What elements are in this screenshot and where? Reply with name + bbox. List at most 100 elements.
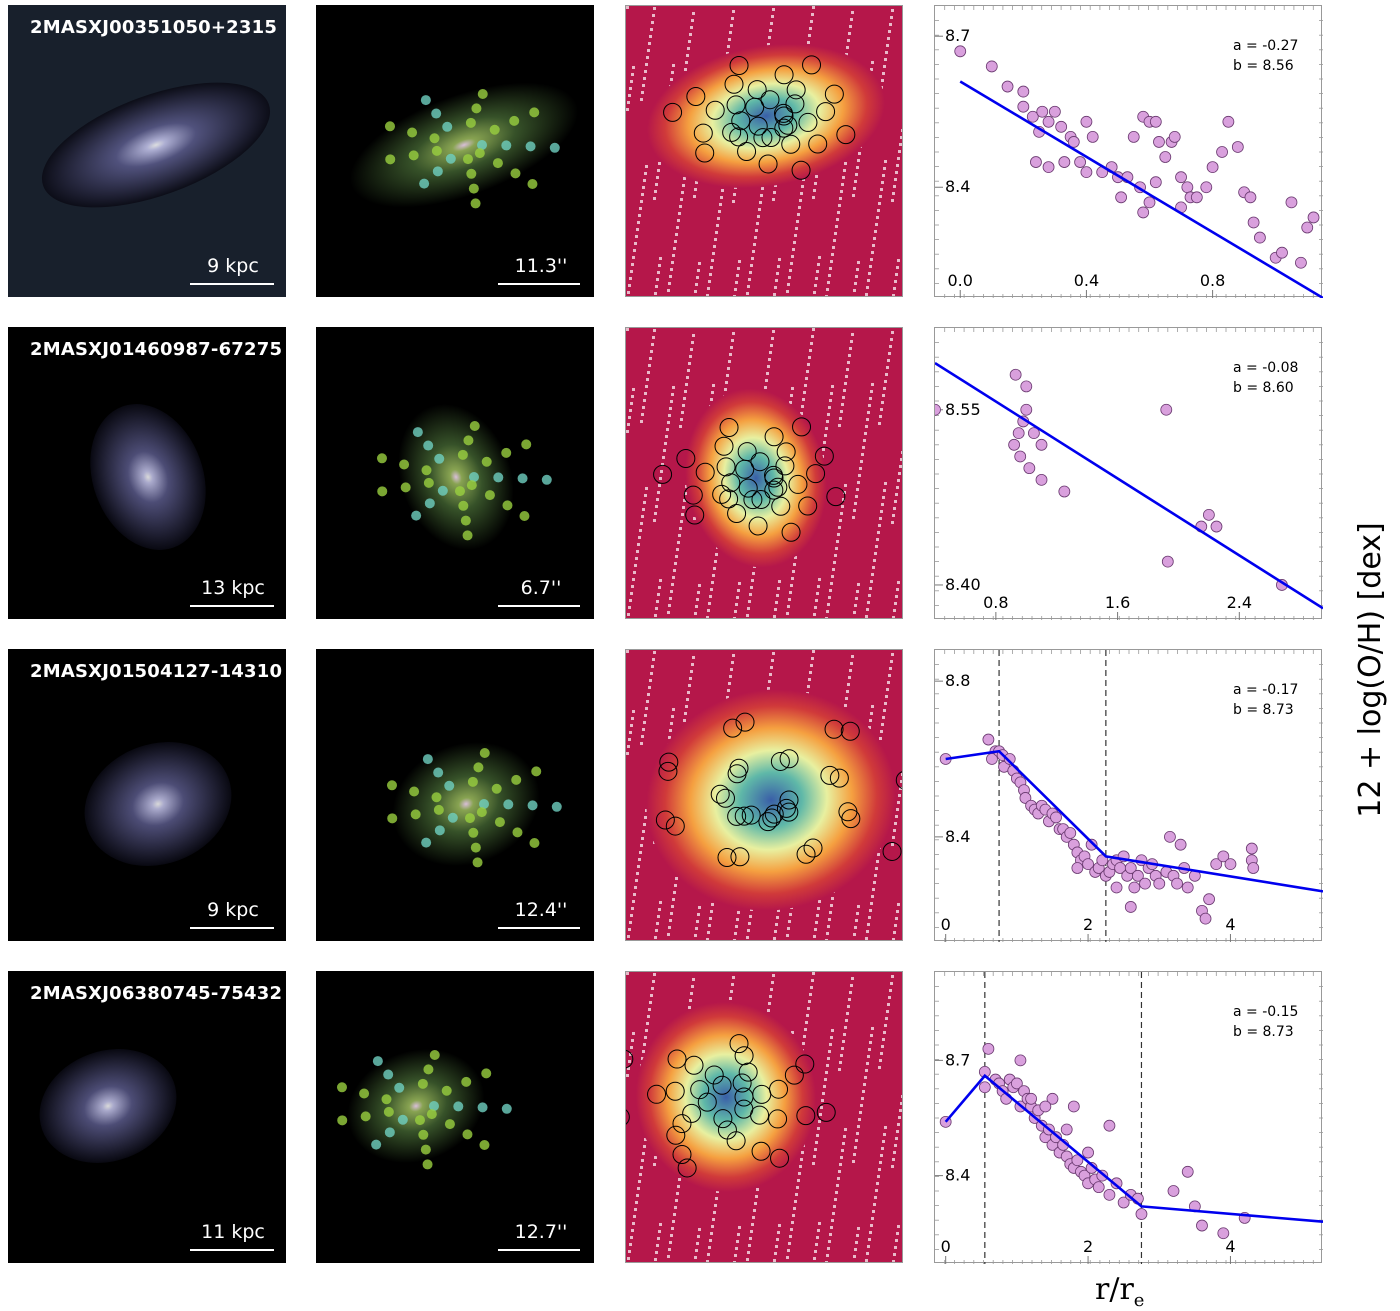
galaxy-color-image: 2MASXJ00351050+2315 9 kpc	[8, 5, 286, 297]
fit-param-b: b = 8.73	[1233, 1024, 1294, 1040]
metallicity-map	[625, 971, 903, 1263]
data-point	[1002, 81, 1013, 92]
data-point	[1140, 878, 1151, 889]
data-point	[1037, 106, 1048, 117]
fit-param-a: a = -0.08	[1233, 360, 1298, 376]
data-point	[1138, 207, 1149, 218]
data-point	[1056, 121, 1067, 132]
angular-scale-label: 11.3''	[486, 255, 594, 277]
data-point	[1302, 222, 1313, 233]
x-tick-label: 0.8	[983, 593, 1008, 612]
physical-scale-label: 9 kpc	[178, 255, 286, 277]
physical-scale-bar	[190, 283, 274, 285]
galaxy-image-svg	[316, 971, 594, 1263]
gradient-plot-svg: 8.48.80 2 4a = -0.17b = 8.73	[935, 650, 1323, 942]
data-point	[1161, 404, 1172, 415]
data-point	[1207, 162, 1218, 173]
data-point	[1010, 369, 1021, 380]
data-point	[1013, 428, 1024, 439]
x-tick-label: 0.4	[1074, 271, 1099, 290]
galaxy-image-svg	[8, 971, 286, 1263]
data-point	[1065, 827, 1076, 838]
data-point	[986, 61, 997, 72]
physical-scale-bar	[190, 1249, 274, 1251]
data-point	[1072, 863, 1083, 874]
data-point	[1248, 863, 1259, 874]
data-point	[1191, 192, 1202, 203]
data-point	[1196, 1220, 1207, 1231]
y-tick-label: 8.8	[945, 671, 970, 690]
galaxy-name: 2MASXJ01504127-14310	[30, 661, 282, 682]
data-point	[935, 404, 941, 415]
angular-scale-bar	[498, 927, 580, 929]
fit-param-b: b = 8.73	[1233, 702, 1294, 718]
y-tick-label: 8.40	[945, 575, 981, 594]
x-tick-label: 4	[1225, 915, 1235, 934]
data-point	[1175, 839, 1186, 850]
metallicity-map-svg	[626, 650, 903, 941]
metallicity-gradient-plot: 8.4 8.7 0 2 4 a = -0.15 b = 8.73	[934, 971, 1322, 1263]
metallicity-gradient-plot: 8.4 8.8 0 2 4 a = -0.17 b = 8.73	[934, 649, 1322, 941]
angular-scale-bar	[498, 605, 580, 607]
galaxy-name: 2MASXJ01460987-67275	[30, 339, 282, 360]
data-point	[1150, 177, 1161, 188]
data-point	[1129, 882, 1140, 893]
data-point	[1204, 894, 1215, 905]
galaxy-color-image: 2MASXJ06380745-75432 11 kpc	[8, 971, 286, 1263]
data-point	[1246, 843, 1257, 854]
data-point	[1176, 172, 1187, 183]
angular-scale-label: 12.7''	[486, 1221, 594, 1243]
data-point	[1036, 474, 1047, 485]
data-point	[1154, 878, 1165, 889]
galaxy-image-svg	[8, 327, 286, 619]
data-point	[1081, 116, 1092, 127]
metallicity-map	[625, 649, 903, 941]
data-point	[1040, 1101, 1051, 1112]
metallicity-map	[625, 5, 903, 297]
data-point	[1150, 116, 1161, 127]
data-point	[1128, 131, 1139, 142]
data-point	[1021, 381, 1032, 392]
metallicity-map-svg	[626, 328, 903, 619]
data-point	[1104, 1189, 1115, 1200]
y-tick-label: 8.4	[945, 177, 970, 196]
data-point	[1021, 404, 1032, 415]
data-point	[1276, 247, 1287, 258]
data-point	[1043, 162, 1054, 173]
galaxy-image-svg	[8, 649, 286, 941]
fit-param-a: a = -0.27	[1233, 38, 1298, 54]
data-point	[1232, 141, 1243, 152]
x-axis-label: r/re	[1095, 1272, 1144, 1311]
data-point	[1225, 859, 1236, 870]
data-point	[1116, 192, 1127, 203]
emission-line-image: 11.3''	[316, 5, 594, 297]
angular-scale-bar	[498, 1249, 580, 1251]
metallicity-map-svg	[626, 972, 903, 1263]
data-point	[1093, 1182, 1104, 1193]
data-point	[979, 1082, 990, 1093]
metallicity-map-svg	[626, 6, 903, 297]
data-point	[1286, 197, 1297, 208]
data-point	[1136, 1209, 1147, 1220]
data-point	[1009, 439, 1020, 450]
physical-scale-bar	[190, 605, 274, 607]
galaxy-name: 2MASXJ06380745-75432	[30, 983, 282, 1004]
data-point	[1160, 152, 1171, 163]
galaxy-image-svg	[316, 327, 594, 619]
y-tick-label: 8.4	[945, 827, 970, 846]
data-point	[1036, 439, 1047, 450]
data-point	[1168, 1186, 1179, 1197]
data-point	[1015, 451, 1026, 462]
data-point	[983, 1043, 994, 1054]
data-point	[1111, 882, 1122, 893]
data-point	[1018, 101, 1029, 112]
metallicity-gradient-plot: 8.40 8.55 0.8 1.6 2.4 a = -0.08 b = 8.60	[934, 327, 1322, 619]
data-point	[1061, 1124, 1072, 1135]
data-point	[1153, 136, 1164, 147]
galaxy-image-svg	[316, 5, 594, 297]
data-point	[1203, 509, 1214, 520]
data-point	[1308, 212, 1319, 223]
data-point	[1043, 116, 1054, 127]
svg-text:12 + log(O/H) [dex]: 12 + log(O/H) [dex]	[1353, 522, 1388, 817]
data-point	[1075, 157, 1086, 168]
